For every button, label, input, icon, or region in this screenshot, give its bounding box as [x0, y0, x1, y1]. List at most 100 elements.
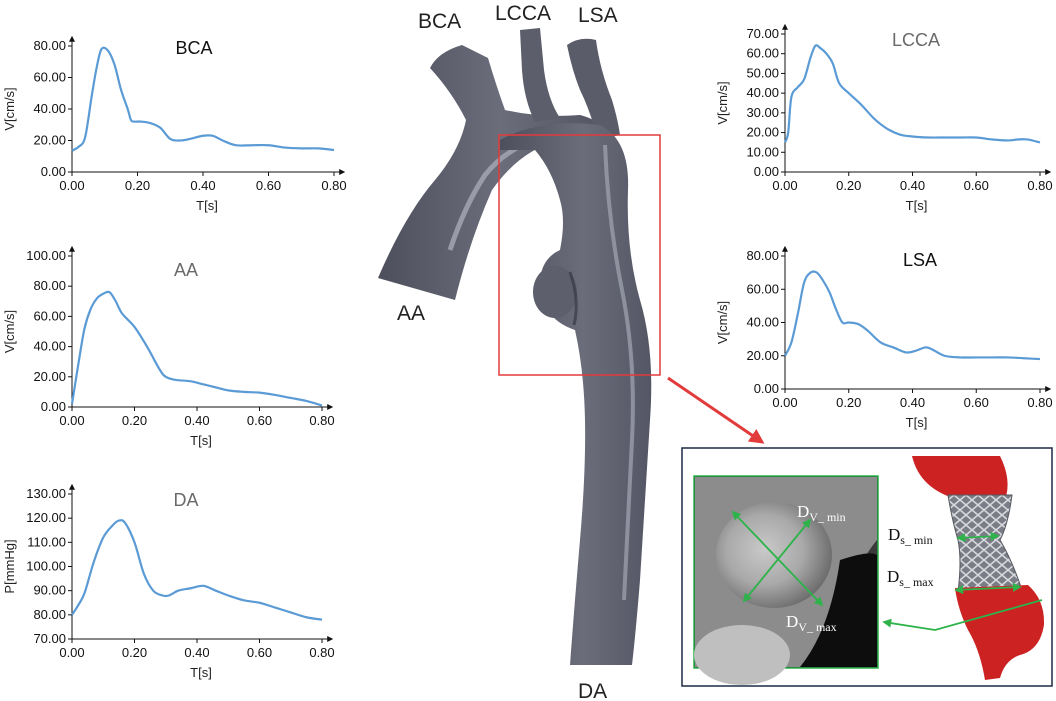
y-axis-label: V[cm/s]: [2, 310, 17, 353]
y-tick-label: 70.00: [33, 631, 66, 646]
aorta-aneurysm: [533, 266, 577, 318]
chart-title: BCA: [175, 38, 212, 58]
y-tick-label: 130.00: [26, 486, 66, 501]
y-tick-label: 20.00: [746, 125, 779, 140]
chart-da: 0.00 0.20 0.40 0.60 0.80 70.00 80.00 90.00 100.0…: [2, 483, 335, 680]
stent-vessel-upper: [912, 456, 1008, 500]
x-tick-label: 0.80: [321, 178, 346, 193]
x-tick-label: 0.40: [900, 178, 925, 193]
ct-adjacent-structure: [694, 625, 790, 685]
label-ds-max: Ds_ max: [887, 567, 934, 589]
label-lsa: LSA: [578, 4, 618, 27]
y-tick-label: 100.00: [26, 559, 66, 574]
chart-title: DA: [173, 490, 198, 510]
chart-title: LSA: [903, 250, 937, 270]
x-tick-label: 0.00: [59, 178, 84, 193]
roi-pointer-arrow: [667, 376, 765, 444]
series-line: [71, 46, 335, 152]
x-tick-label: 0.40: [184, 645, 209, 660]
x-tick-label: 0.60: [256, 178, 281, 193]
x-tick-label: 0.80: [1027, 178, 1052, 193]
y-axis-label: V[cm/s]: [715, 301, 730, 344]
chart-aa: 0.00 0.20 0.40 0.60 0.80 0.00 20.00 40.00 60.00 8…: [2, 245, 335, 448]
y-tick-label: 40.00: [33, 101, 66, 116]
label-ds-min: Ds_ min: [888, 525, 933, 547]
y-tick-label: 60.00: [746, 281, 779, 296]
x-tick-label: 0.20: [836, 395, 861, 410]
y-tick-label: 80.00: [33, 38, 66, 53]
ct-dark-region: [800, 553, 877, 667]
x-tick-label: 0.60: [247, 413, 272, 428]
x-tick-label: 0.20: [125, 178, 150, 193]
x-tick-label: 0.00: [772, 178, 797, 193]
label-da: DA: [578, 680, 607, 701]
y-tick-label: 40.00: [33, 339, 66, 354]
dv-max-arrow: [742, 518, 812, 603]
x-tick-label: 0.20: [122, 413, 147, 428]
ds-min-arrow: [956, 531, 1000, 543]
series-line: [784, 270, 1041, 361]
y-tick-label: 60.00: [746, 46, 779, 61]
x-tick-label: 0.00: [772, 395, 797, 410]
y-tick-label: 40.00: [746, 315, 779, 330]
chart-title: AA: [174, 260, 198, 280]
y-axis-label: V[cm/s]: [715, 81, 730, 124]
x-axis-label: T[s]: [190, 433, 212, 448]
y-tick-label: 80.00: [746, 248, 779, 263]
x-tick-label: 0.00: [59, 645, 84, 660]
y-tick-label: 80.00: [33, 278, 66, 293]
y-tick-label: 0.00: [754, 164, 779, 179]
y-axis-label: P[mmHg]: [2, 539, 17, 593]
x-tick-label: 0.60: [964, 178, 989, 193]
x-axis-label: T[s]: [196, 198, 218, 213]
y-tick-label: 80.00: [33, 607, 66, 622]
y-tick-label: 0.00: [41, 164, 66, 179]
y-tick-label: 110.00: [27, 534, 66, 549]
y-tick-label: 20.00: [33, 133, 66, 148]
x-axis-label: T[s]: [906, 198, 928, 213]
series-line: [783, 44, 1041, 144]
chart-bca: 0.00 0.20 0.40 0.60 0.80 0.00 20.00 40.00 60.00 8…: [2, 35, 347, 213]
y-tick-label: 60.00: [33, 70, 66, 85]
label-dv-min: DV_ min: [797, 502, 846, 524]
x-tick-label: 0.20: [836, 178, 861, 193]
chart-lsa: 0.00 0.20 0.40 0.60 0.80 0.00 20.00 40.00 60.00 8…: [715, 245, 1053, 430]
series-line: [71, 519, 323, 621]
aorta-arch: [500, 123, 652, 665]
x-tick-label: 0.80: [1027, 395, 1052, 410]
y-tick-label: 50.00: [746, 65, 779, 80]
measurement-connector: [882, 599, 1043, 631]
y-tick-label: 20.00: [746, 348, 779, 363]
x-tick-label: 0.40: [190, 178, 215, 193]
x-tick-label: 0.80: [309, 645, 334, 660]
y-tick-label: 0.00: [41, 399, 66, 414]
charts: 0.00 0.20 0.40 0.60 0.80 0.00 20.00 40.00 60.00 8…: [2, 23, 1053, 680]
label-lcca: LCCA: [495, 2, 551, 25]
aorta-lcca-branch: [520, 28, 560, 122]
y-tick-label: 30.00: [746, 105, 779, 120]
label-bca: BCA: [418, 10, 461, 33]
y-tick-label: 70.00: [746, 26, 779, 41]
x-axis-label: T[s]: [906, 415, 928, 430]
x-axis-label: T[s]: [190, 665, 212, 680]
x-tick-label: 0.40: [900, 395, 925, 410]
aorta-highlight: [603, 144, 635, 601]
inset-panel: DV_ min DV_ max Ds_ min Ds_ max: [681, 447, 1053, 687]
x-tick-label: 0.00: [59, 413, 84, 428]
y-axis-label: V[cm/s]: [2, 87, 17, 130]
label-aa: AA: [397, 302, 425, 325]
x-tick-label: 0.80: [309, 413, 334, 428]
x-tick-label: 0.60: [964, 395, 989, 410]
ds-max-arrow: [954, 582, 1022, 595]
y-tick-label: 60.00: [33, 308, 66, 323]
roi-box: [498, 134, 661, 376]
chart-lcca: 0.00 0.20 0.40 0.60 0.80 0.00 10.00 20.00 30.00 4…: [715, 23, 1053, 213]
x-tick-label: 0.20: [122, 645, 147, 660]
y-tick-label: 0.00: [754, 381, 779, 396]
stent-vessel-lower: [955, 585, 1045, 680]
x-tick-label: 0.40: [184, 413, 209, 428]
label-dv-max: DV_ max: [786, 612, 837, 634]
y-tick-label: 20.00: [33, 369, 66, 384]
aorta-lsa-branch: [567, 38, 620, 141]
